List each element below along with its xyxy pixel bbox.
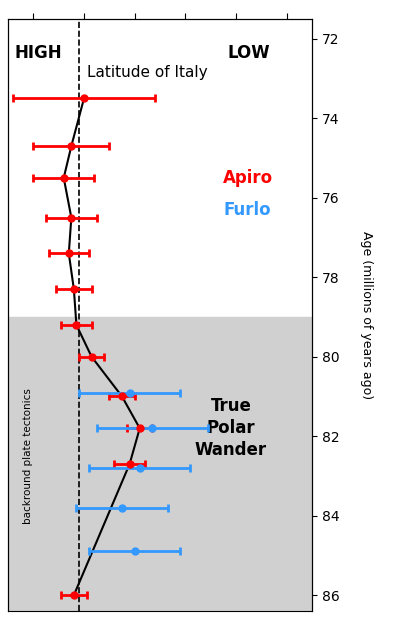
- Text: Apiro: Apiro: [223, 169, 274, 187]
- Text: backround plate tectonics: backround plate tectonics: [23, 388, 33, 524]
- Bar: [8, 317, 312, 611]
- Text: Furlo: Furlo: [223, 201, 271, 219]
- Text: HIGH: HIGH: [14, 43, 62, 62]
- Text: Latitude of Italy: Latitude of Italy: [87, 65, 208, 80]
- Y-axis label: Age (millions of years ago): Age (millions of years ago): [360, 231, 373, 399]
- Text: True
Polar
Wander: True Polar Wander: [195, 397, 267, 459]
- Text: LOW: LOW: [227, 43, 270, 62]
